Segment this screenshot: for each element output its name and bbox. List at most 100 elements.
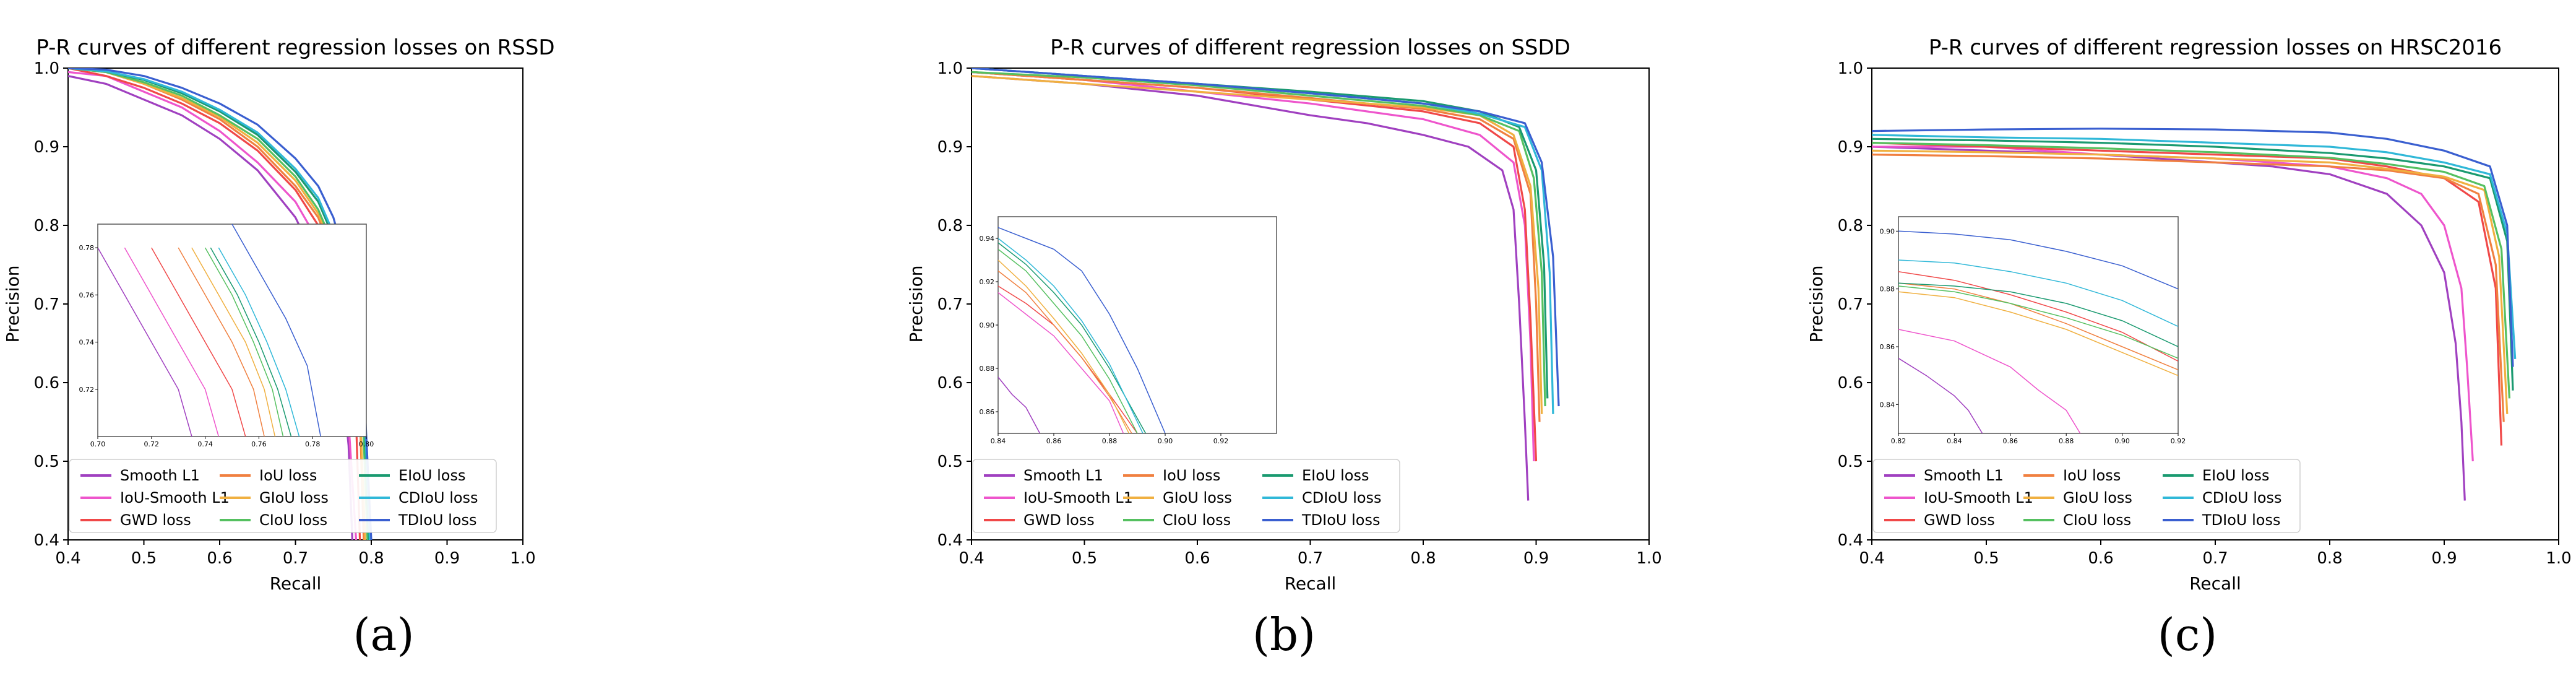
y-axis-label: Precision <box>906 266 926 343</box>
legend-label: TDIoU loss <box>1301 511 1380 529</box>
curves <box>1872 128 2517 501</box>
inset-y-tick-label: 0.90 <box>980 321 995 329</box>
inset-x-tick-label: 0.74 <box>197 440 213 448</box>
series-line-giou-loss <box>1872 149 2509 414</box>
inset-series-line <box>998 292 1124 433</box>
y-tick-label: 0.7 <box>1838 295 1863 314</box>
legend: Smooth L1 IoU-Smooth L1 GWD loss IoU loss GI… <box>69 459 497 533</box>
x-tick-label: 0.7 <box>1298 549 1323 568</box>
y-axis-label: Precision <box>2 266 23 343</box>
series-line-iou-loss <box>1872 154 2505 422</box>
legend-box <box>972 459 1400 533</box>
y-tick-label: 0.6 <box>937 374 963 393</box>
legend-label: CDIoU loss <box>2202 489 2282 506</box>
inset-series-line <box>204 247 284 436</box>
legend-label: IoU loss <box>2063 467 2121 484</box>
inset-zoom: 0.82 0.84 0.86 0.88 0.90 0.92 0.84 0.86 0.88 0.90 <box>1880 216 2186 445</box>
y-tick-label: 0.7 <box>937 295 963 314</box>
inset-series-line <box>998 242 1147 433</box>
x-tick-label: 0.7 <box>2202 549 2228 568</box>
inset-series-line <box>1898 230 2178 290</box>
inset-x-tick-label: 0.90 <box>1158 437 1173 445</box>
inset-series-line <box>151 247 246 436</box>
series-line-eiou-loss <box>1872 137 2514 391</box>
series-line-iou-smooth-l1 <box>1872 145 2474 462</box>
y-tick-label: 0.4 <box>937 531 963 550</box>
legend-label: Smooth L1 <box>1924 467 2004 484</box>
y-tick-label: 0.8 <box>34 217 59 235</box>
x-axis-label: Recall <box>1285 573 1337 594</box>
legend-box <box>1872 459 2301 533</box>
y-tick-label: 0.9 <box>1838 138 1863 157</box>
inset-y-tick-label: 0.88 <box>980 365 995 373</box>
inset-x-tick-label: 0.84 <box>1947 437 1962 445</box>
x-tick-label: 0.9 <box>1523 549 1549 568</box>
inset-series-line <box>124 247 220 436</box>
inset-zoom: 0.84 0.86 0.88 0.90 0.92 0.86 0.88 0.90 0.92 0.94 <box>980 216 1277 445</box>
legend-label: IoU-Smooth L1 <box>1924 489 2033 506</box>
x-tick-label: 0.4 <box>1859 549 1884 568</box>
x-tick-label: 1.0 <box>1636 549 1661 568</box>
inset-series-line <box>98 247 192 436</box>
legend-label: IoU-Smooth L1 <box>1023 489 1133 506</box>
y-tick-label: 0.4 <box>1838 531 1863 550</box>
series-line-smooth-l1 <box>971 75 1530 501</box>
inset-series-line <box>191 247 276 436</box>
y-tick-label: 1.0 <box>937 59 963 78</box>
inset-series-line <box>998 259 1130 433</box>
inset-series-line <box>218 247 300 436</box>
legend-label: CDIoU loss <box>398 489 478 506</box>
inset-series-line <box>1898 285 2178 359</box>
x-tick-label: 0.6 <box>1184 549 1210 568</box>
x-tick-label: 0.4 <box>958 549 984 568</box>
inset-series-line <box>998 238 1144 433</box>
y-tick-label: 1.0 <box>1838 59 1863 78</box>
inset-frame <box>997 216 1277 434</box>
legend-label: IoU-Smooth L1 <box>120 489 230 506</box>
inset-x-tick-label: 0.72 <box>144 440 160 448</box>
legend-label: GWD loss <box>1023 511 1095 529</box>
inset-series-line <box>1898 259 2178 327</box>
inset-y-tick-label: 0.94 <box>980 235 995 243</box>
x-tick-label: 1.0 <box>2546 549 2571 568</box>
inset-curves <box>1898 230 2178 433</box>
legend-label: EIoU loss <box>398 467 465 484</box>
chart-panel-1: P-R curves of different regression losse… <box>2 35 555 661</box>
series-line-iou-smooth-l1 <box>971 71 1535 462</box>
inset-x-tick-label: 0.92 <box>1213 437 1229 445</box>
chart-title: P-R curves of different regression losse… <box>1929 35 2502 60</box>
panel-caption: (a) <box>353 609 414 661</box>
x-tick-label: 0.6 <box>2088 549 2113 568</box>
inset-y-tick-label: 0.92 <box>980 278 995 286</box>
inset-x-tick-label: 0.86 <box>1046 437 1062 445</box>
x-tick-label: 0.8 <box>358 549 384 568</box>
legend-label: GIoU loss <box>259 489 329 506</box>
legend-label: EIoU loss <box>1302 467 1369 484</box>
legend-label: TDIoU loss <box>398 511 476 529</box>
x-tick-label: 0.9 <box>434 549 460 568</box>
x-tick-label: 0.5 <box>131 549 157 568</box>
inset-series-line <box>178 247 265 436</box>
inset-y-tick-label: 0.76 <box>79 291 95 299</box>
chart-panel-2: P-R curves of different regression losse… <box>906 35 1662 661</box>
inset-x-tick-label: 0.88 <box>1102 437 1118 445</box>
legend: Smooth L1 IoU-Smooth L1 GWD loss IoU loss GI… <box>972 459 1400 533</box>
legend-label: CIoU loss <box>2063 511 2131 529</box>
x-tick-label: 0.6 <box>207 549 232 568</box>
inset-frame <box>97 224 367 437</box>
y-tick-label: 0.9 <box>937 138 963 157</box>
panel-caption: (b) <box>1252 609 1316 661</box>
inset-y-tick-label: 0.86 <box>1880 343 1895 351</box>
y-tick-label: 0.8 <box>937 217 963 235</box>
legend-label: EIoU loss <box>2202 467 2269 484</box>
x-axis-label: Recall <box>270 573 322 594</box>
inset-x-tick-label: 0.82 <box>1891 437 1906 445</box>
series-line-ciou-loss <box>1872 142 2510 399</box>
inset-curves <box>998 227 1166 433</box>
inset-y-tick-label: 0.78 <box>79 244 95 252</box>
inset-series-line <box>1898 271 2178 362</box>
x-tick-label: 0.8 <box>2317 549 2342 568</box>
legend-label: CIoU loss <box>1163 511 1231 529</box>
inset-curves <box>98 224 321 436</box>
